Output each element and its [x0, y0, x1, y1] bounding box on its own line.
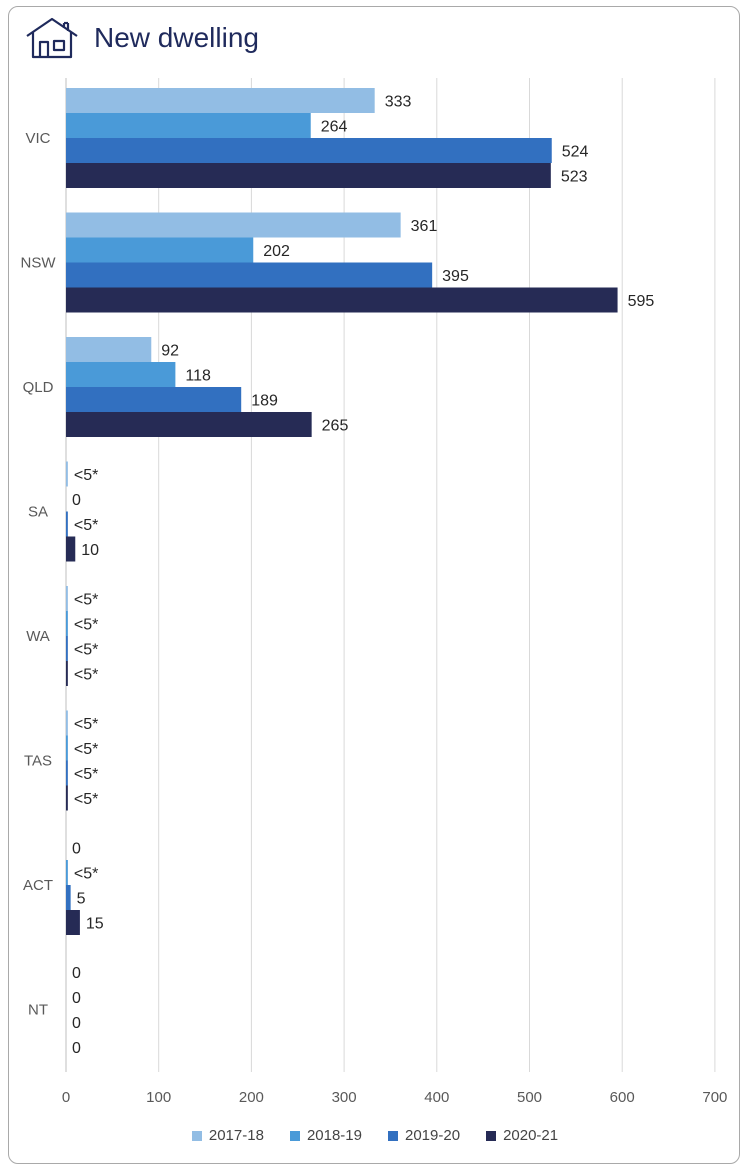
bar — [66, 237, 254, 263]
data-label: 15 — [86, 916, 104, 933]
chart-title: New dwelling — [94, 22, 259, 53]
x-tick-label: 400 — [424, 1089, 449, 1106]
legend-item: 2018-19 — [289, 1127, 362, 1144]
data-label: <5* — [74, 667, 98, 684]
category-label: NSW — [21, 255, 57, 272]
x-tick-label: 500 — [517, 1089, 542, 1106]
bar — [66, 586, 68, 611]
legend-item: 2020-21 — [486, 1127, 558, 1144]
bar — [66, 262, 433, 288]
legend-item: 2017-18 — [191, 1127, 264, 1144]
bar — [66, 661, 68, 686]
data-label: 265 — [322, 418, 349, 435]
bar — [66, 760, 68, 786]
bar — [66, 461, 68, 487]
legend-swatch — [289, 1130, 300, 1141]
data-label: <5* — [74, 716, 98, 733]
legend-label: 2017-18 — [208, 1127, 264, 1144]
data-label: <5* — [74, 617, 98, 634]
category-label: NT — [28, 1002, 48, 1019]
data-label: <5* — [74, 642, 98, 659]
chart-card — [8, 6, 740, 1164]
bar — [66, 212, 401, 238]
bar — [66, 536, 76, 562]
bar — [66, 511, 68, 537]
bar — [66, 611, 68, 636]
bar — [66, 412, 312, 437]
data-label: 0 — [72, 965, 81, 982]
data-label: 0 — [72, 990, 81, 1007]
data-label: 10 — [81, 542, 99, 559]
bar — [66, 287, 618, 313]
bar — [66, 860, 68, 885]
bar — [66, 710, 68, 736]
bar — [66, 910, 80, 935]
x-tick-label: 300 — [332, 1089, 357, 1106]
category-label: WA — [26, 628, 50, 645]
x-tick-label: 700 — [702, 1089, 727, 1106]
data-label: 0 — [72, 841, 81, 858]
data-label: 361 — [411, 218, 438, 235]
data-label: 189 — [251, 393, 278, 410]
data-label: 524 — [562, 144, 589, 161]
x-tick-label: 200 — [239, 1089, 264, 1106]
category-label: VIC — [25, 130, 50, 147]
data-label: 523 — [561, 169, 588, 186]
data-label: 118 — [185, 368, 211, 385]
house-icon — [26, 17, 78, 59]
data-label: 395 — [442, 268, 469, 285]
category-label: SA — [28, 504, 48, 521]
data-label: <5* — [74, 866, 98, 883]
legend-label: 2020-21 — [503, 1127, 559, 1144]
category-label: ACT — [23, 877, 53, 894]
bar — [66, 636, 68, 661]
bar — [66, 138, 552, 163]
legend-swatch — [486, 1130, 497, 1141]
bar — [66, 387, 242, 412]
x-tick-label: 600 — [610, 1089, 635, 1106]
bar — [66, 113, 311, 138]
bar — [66, 885, 71, 910]
bar — [66, 785, 68, 811]
x-tick-label: 100 — [146, 1089, 171, 1106]
bar — [66, 337, 152, 362]
data-label: <5* — [74, 592, 98, 609]
data-label: 0 — [72, 1015, 81, 1032]
title-row: New dwelling — [24, 12, 259, 64]
data-label: 5 — [77, 891, 86, 908]
data-label: <5* — [74, 517, 98, 534]
category-label: TAS — [24, 753, 52, 770]
data-label: <5* — [74, 791, 98, 808]
x-tick-label: 0 — [62, 1089, 70, 1106]
bar — [66, 362, 176, 387]
bar — [66, 735, 68, 761]
data-label: <5* — [74, 467, 98, 484]
data-label: 202 — [263, 243, 290, 260]
data-label: 264 — [321, 119, 348, 136]
data-label: 92 — [161, 343, 179, 360]
bar — [66, 163, 551, 188]
chart-legend: 2017-18 2018-19 2019-20 2020-21 — [0, 1127, 750, 1144]
category-label: QLD — [23, 379, 54, 396]
data-label: <5* — [74, 741, 98, 758]
legend-item: 2019-20 — [388, 1127, 460, 1144]
legend-label: 2018-19 — [306, 1127, 362, 1144]
bar — [66, 88, 375, 113]
data-label: 595 — [628, 293, 655, 310]
data-label: 0 — [72, 1040, 81, 1057]
legend-label: 2019-20 — [405, 1127, 461, 1144]
data-label: <5* — [74, 766, 98, 783]
data-label: 333 — [385, 94, 412, 111]
data-label: 0 — [72, 492, 81, 509]
legend-swatch — [191, 1130, 202, 1141]
legend-swatch — [388, 1130, 398, 1141]
